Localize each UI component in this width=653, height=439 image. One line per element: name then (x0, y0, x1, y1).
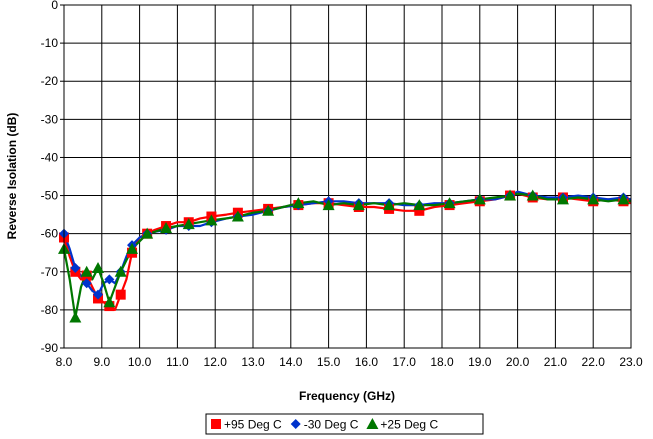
y-tick-label: -40 (41, 150, 59, 164)
x-tick-label: 11.0 (166, 355, 189, 369)
data-point-triangle (383, 199, 396, 211)
data-point-triangle (114, 265, 127, 277)
x-tick-label: 12.0 (204, 355, 228, 369)
data-point-triangle (160, 221, 173, 233)
legend-entry-label: -30 Deg C (304, 418, 359, 432)
x-tick-label: 14.0 (279, 355, 303, 369)
x-tick-label: 13.0 (241, 355, 265, 369)
legend-entry-label: +25 Deg C (380, 418, 438, 432)
x-tick-labels: 8.0 9.0 10.0 11.0 12.0 13.0 14.0 15.0 16.0 17.0 18… (56, 355, 643, 369)
data-point-triangle (231, 210, 244, 222)
plot-border (63, 4, 632, 349)
data-point-triangle (92, 261, 105, 273)
data-point-triangle (473, 193, 486, 205)
x-tick-label: 17.0 (393, 355, 417, 369)
legend-marker-triangle (366, 418, 379, 429)
data-point-square (414, 205, 425, 216)
data-point-triangle (69, 311, 82, 323)
x-tick-label: 19.0 (468, 355, 492, 369)
data-point-square (115, 289, 126, 300)
data-point-triangle (80, 265, 93, 277)
y-tick-label: -10 (41, 36, 59, 50)
grid-lines (60, 4, 632, 349)
data-point-triangle (103, 296, 116, 308)
y-tick-label: -90 (41, 341, 59, 355)
data-point-triangle (556, 193, 569, 205)
x-tick-label: 16.0 (355, 355, 379, 369)
data-point-triangle (126, 242, 139, 254)
data-point-triangle (182, 218, 195, 230)
y-tick-label: -20 (41, 74, 59, 88)
data-point-triangle (322, 199, 335, 211)
data-point-diamond (81, 278, 92, 289)
y-axis-title: Reverse Isolation (dB) (5, 113, 19, 240)
data-point-triangle (413, 199, 426, 211)
x-tick-label: 15.0 (317, 355, 341, 369)
data-point-diamond (104, 274, 115, 285)
y-tick-label: -30 (41, 112, 59, 126)
data-point-triangle (141, 227, 154, 239)
data-point-diamond (93, 289, 104, 300)
legend-marker-square (211, 419, 221, 429)
y-tick-label: -50 (41, 189, 59, 203)
y-tick-label: -70 (41, 265, 59, 279)
x-tick-label: 8.0 (56, 355, 73, 369)
legend: +95 Deg C -30 Deg C +25 Deg C (205, 413, 484, 435)
x-tick-label: 23.0 (619, 355, 643, 369)
x-tick-label: 21.0 (544, 355, 568, 369)
x-tick-label: 20.0 (506, 355, 530, 369)
data-point-triangle (352, 199, 365, 211)
legend-marker-diamond (290, 419, 301, 429)
legend-box (205, 413, 484, 435)
data-point-triangle (587, 193, 600, 205)
x-tick-label: 10.0 (128, 355, 152, 369)
plot-area (64, 5, 631, 348)
x-tick-label: 18.0 (430, 355, 454, 369)
y-tick-label: 0 (51, 0, 58, 12)
data-point-triangle (443, 197, 456, 209)
y-tick-label: -60 (41, 227, 59, 241)
data-point-triangle (504, 189, 517, 201)
data-point-triangle (205, 214, 218, 226)
y-tick-labels: 0 -10 -20 -30 -40 -50 -60 -70 -80 -90 (41, 0, 59, 355)
data-point-triangle (617, 193, 630, 205)
data-point-triangle (292, 197, 305, 209)
y-tick-label: -80 (41, 303, 59, 317)
legend-entry-label: +95 Deg C (224, 418, 282, 432)
x-axis-title: Frequency (GHz) (299, 389, 395, 403)
data-point-triangle (262, 204, 275, 216)
x-tick-label: 22.0 (582, 355, 606, 369)
data-point-triangle (526, 189, 539, 201)
data-point-diamond (70, 262, 81, 273)
series-markers (58, 189, 630, 323)
x-tick-label: 9.0 (93, 355, 110, 369)
